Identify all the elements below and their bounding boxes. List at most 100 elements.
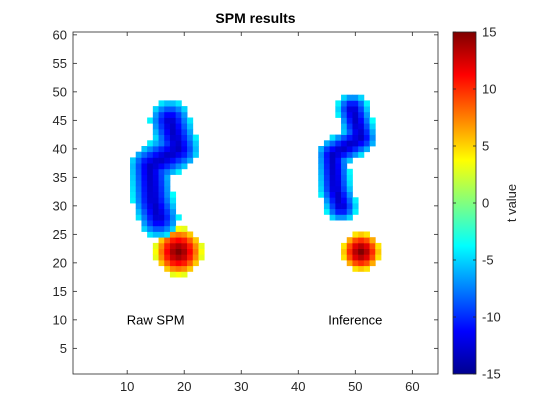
- heatmap-cell: [158, 225, 165, 232]
- heatmap-cell: [152, 254, 159, 261]
- heatmap-cell: [169, 106, 177, 113]
- heatmap-cell: [346, 180, 353, 187]
- heatmap-cell: [164, 168, 171, 175]
- heatmap-cell: [141, 180, 148, 187]
- heatmap-cell: [169, 128, 177, 135]
- heatmap-cell: [152, 134, 159, 141]
- heatmap-cell: [192, 151, 199, 158]
- heatmap-cell: [158, 174, 165, 181]
- heatmap-cell: [187, 117, 194, 124]
- heatmap-cell: [169, 191, 177, 198]
- heatmap-cell: [181, 271, 188, 278]
- heatmap-cell: [346, 248, 353, 255]
- heatmap-cell: [147, 208, 154, 215]
- y-tick-label: 45: [53, 113, 67, 128]
- heatmap-cell: [323, 174, 331, 181]
- heatmap-cell: [158, 151, 165, 158]
- heatmap-cell: [341, 134, 348, 141]
- heatmap-cell: [164, 214, 171, 221]
- heatmap-cell: [135, 185, 142, 192]
- heatmap-cell: [181, 157, 188, 164]
- heatmap-cell: [152, 225, 159, 232]
- heatmap-cell: [147, 180, 154, 187]
- heatmap-cell: [363, 237, 370, 244]
- heatmap-cell: [175, 151, 182, 158]
- heatmap-cell: [352, 248, 359, 255]
- heatmap-cell: [363, 231, 370, 238]
- heatmap-cell: [363, 128, 370, 135]
- heatmap-cell: [192, 254, 199, 261]
- heatmap-cell: [147, 231, 154, 238]
- heatmap-cell: [158, 117, 165, 124]
- y-tick-label: 40: [53, 141, 67, 156]
- heatmap-cell: [141, 203, 148, 210]
- heatmap-cell: [352, 111, 359, 118]
- heatmap-cell: [323, 151, 331, 158]
- colorbar-tick-label: 10: [482, 82, 496, 97]
- heatmap-cell: [335, 140, 342, 147]
- heatmap-cell: [147, 203, 154, 210]
- heatmap-cell: [164, 128, 171, 135]
- heatmap-cell: [346, 111, 353, 118]
- heatmap-cell: [352, 151, 359, 158]
- heatmap-cell: [181, 140, 188, 147]
- heatmap-cell: [181, 231, 188, 238]
- heatmap-cells: [130, 94, 382, 278]
- x-tick-label: 10: [120, 379, 134, 394]
- heatmap-cell: [335, 214, 342, 221]
- heatmap-cell: [130, 191, 137, 198]
- heatmap-cell: [187, 134, 194, 141]
- heatmap-cell: [352, 134, 359, 141]
- heatmap-cell: [164, 197, 171, 204]
- heatmap-cell: [175, 146, 182, 153]
- heatmap-cell: [141, 151, 148, 158]
- heatmap-cell: [147, 168, 154, 175]
- heatmap-cell: [147, 225, 154, 232]
- heatmap-cell: [358, 94, 365, 101]
- heatmap-cell: [192, 140, 199, 147]
- heatmap-cell: [363, 123, 370, 130]
- heatmap-cell: [341, 191, 348, 198]
- heatmap-cell: [135, 180, 142, 187]
- heatmap-cell: [341, 151, 348, 158]
- heatmap-cell: [329, 180, 336, 187]
- heatmap-cell: [141, 197, 148, 204]
- heatmap-cell: [358, 146, 365, 153]
- heatmap-cell: [346, 203, 353, 210]
- heatmap-cell: [187, 146, 194, 153]
- heatmap-cell: [158, 260, 165, 267]
- heatmap-cell: [192, 237, 199, 244]
- heatmap-cell: [363, 265, 370, 272]
- heatmap-cell: [335, 174, 342, 181]
- heatmap-cell: [192, 248, 199, 255]
- heatmap-cell: [187, 265, 194, 272]
- heatmap-cell: [352, 146, 359, 153]
- annotation-raw-spm: Raw SPM: [127, 312, 185, 327]
- heatmap-cell: [341, 117, 348, 124]
- heatmap-cell: [375, 254, 382, 261]
- heatmap-cell: [141, 174, 148, 181]
- colorbar-tick-label: -15: [482, 367, 501, 382]
- heatmap-cell: [346, 208, 353, 215]
- heatmap-cell: [164, 106, 171, 113]
- heatmap-cell: [341, 185, 348, 192]
- heatmap-cell: [363, 254, 370, 261]
- heatmap-cell: [363, 111, 370, 118]
- heatmap-cell: [152, 146, 159, 153]
- heatmap-cell: [135, 151, 142, 158]
- heatmap-cell: [346, 146, 353, 153]
- heatmap-cell: [323, 208, 331, 215]
- chart-title: SPM results: [215, 10, 295, 26]
- heatmap-cell: [329, 214, 336, 221]
- heatmap-cell: [335, 100, 342, 107]
- heatmap-cell: [187, 237, 194, 244]
- y-tick-label: 10: [53, 312, 67, 327]
- heatmap-cell: [152, 140, 159, 147]
- heatmap-cell: [169, 117, 177, 124]
- heatmap-cell: [164, 180, 171, 187]
- heatmap-cell: [152, 220, 159, 227]
- heatmap-cell: [152, 163, 159, 170]
- heatmap-cell: [164, 146, 171, 153]
- heatmap-cell: [341, 123, 348, 130]
